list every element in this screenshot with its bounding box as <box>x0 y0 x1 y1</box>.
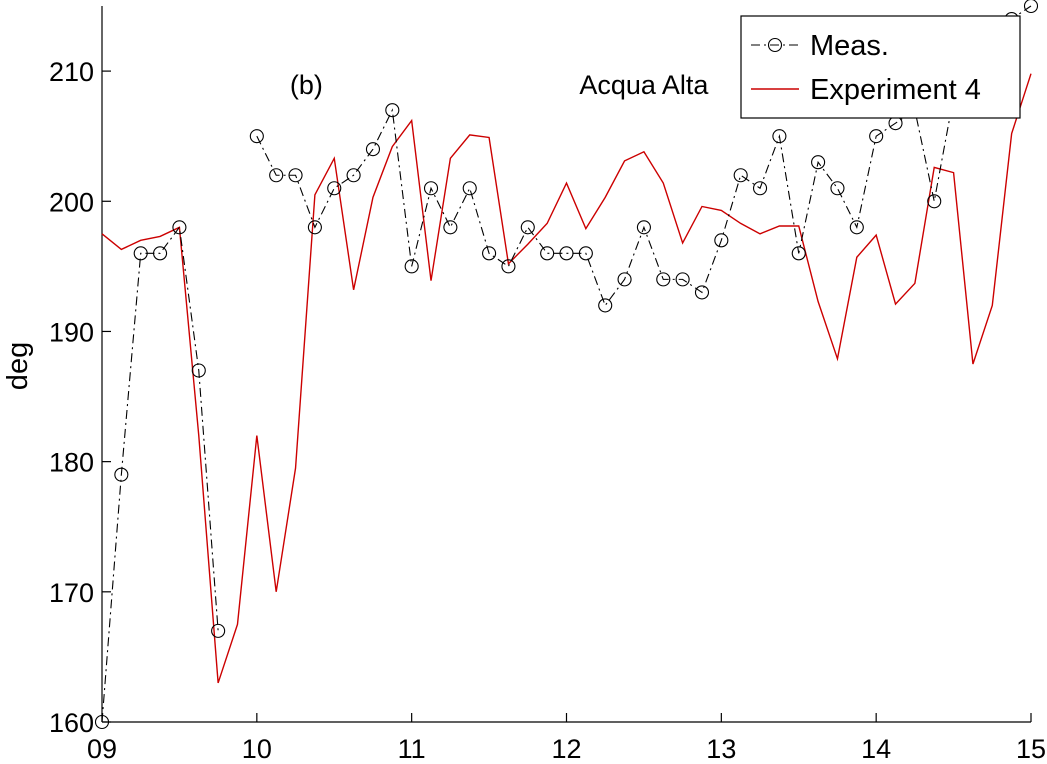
data-point-meas <box>288 168 303 183</box>
data-point-meas <box>811 155 826 170</box>
data-point-meas <box>617 272 632 287</box>
series-line-meas <box>256 5 1032 307</box>
data-point-meas <box>830 181 845 196</box>
data-point-meas <box>849 220 864 235</box>
y-tick-label: 170 <box>49 578 94 608</box>
x-tick-label: 10 <box>242 734 272 764</box>
legend-marker-meas <box>767 37 783 53</box>
y-tick-label: 190 <box>49 317 94 347</box>
data-point-meas <box>714 233 729 248</box>
data-point-meas <box>191 363 206 378</box>
data-point-meas <box>791 246 806 261</box>
data-point-meas <box>94 714 110 730</box>
legend-label-meas: Meas. <box>810 30 889 62</box>
data-point-meas <box>153 246 168 261</box>
legend-box <box>740 15 1021 119</box>
x-tick-label: 09 <box>87 734 117 764</box>
y-tick-label: 160 <box>49 708 94 738</box>
y-tick-label: 210 <box>49 57 94 87</box>
data-point-meas <box>133 246 148 261</box>
data-point-meas <box>482 246 497 261</box>
data-point-meas <box>462 181 477 196</box>
data-point-meas <box>423 181 439 196</box>
data-point-meas <box>249 129 264 144</box>
series-line-experiment-4 <box>101 73 1032 684</box>
x-tick-label: 15 <box>1016 734 1046 764</box>
x-tick-label: 14 <box>861 734 891 764</box>
data-point-meas <box>520 220 535 235</box>
series-line-meas <box>101 225 219 723</box>
data-point-meas <box>675 272 690 287</box>
data-point-meas <box>927 194 942 209</box>
data-point-meas <box>443 220 458 235</box>
x-tick-label: 12 <box>551 734 581 764</box>
data-point-meas <box>598 298 613 313</box>
panel-label: (b) <box>290 70 323 100</box>
data-point-meas <box>694 285 710 300</box>
data-point-meas <box>307 220 322 235</box>
data-point-meas <box>404 259 419 274</box>
data-point-meas <box>540 246 555 261</box>
data-point-meas <box>327 181 342 196</box>
x-tick-label: 11 <box>398 734 426 764</box>
data-point-meas <box>269 168 284 183</box>
data-point-meas <box>172 220 187 235</box>
data-point-meas <box>559 246 574 261</box>
y-tick-label: 180 <box>49 448 94 478</box>
annotations: (b) Acqua Alta <box>290 70 710 100</box>
y-axis-label: deg <box>2 342 34 390</box>
legend-label-experiment-4: Experiment 4 <box>810 74 981 106</box>
data-point-meas <box>578 246 593 261</box>
data-point-meas <box>346 168 361 183</box>
data-point-meas <box>752 181 768 196</box>
data-point-meas <box>501 259 516 274</box>
data-point-meas <box>385 103 400 118</box>
data-point-meas <box>211 623 226 638</box>
data-point-meas <box>114 467 129 482</box>
station-label: Acqua Alta <box>579 70 709 100</box>
axes: 09 10 11 12 13 14 15 160 170 180 190 200 210 <box>49 6 1046 764</box>
data-point-meas <box>1023 0 1039 14</box>
data-point-meas <box>733 168 748 183</box>
data-point-meas <box>772 129 787 144</box>
data-point-meas <box>636 220 651 235</box>
x-tick-label: 13 <box>706 734 736 764</box>
data-point-meas <box>365 142 381 157</box>
legend: Meas. Experiment 4 <box>740 15 1021 119</box>
data-point-meas <box>869 129 884 144</box>
y-tick-label: 200 <box>49 187 94 217</box>
data-point-meas <box>656 272 671 287</box>
